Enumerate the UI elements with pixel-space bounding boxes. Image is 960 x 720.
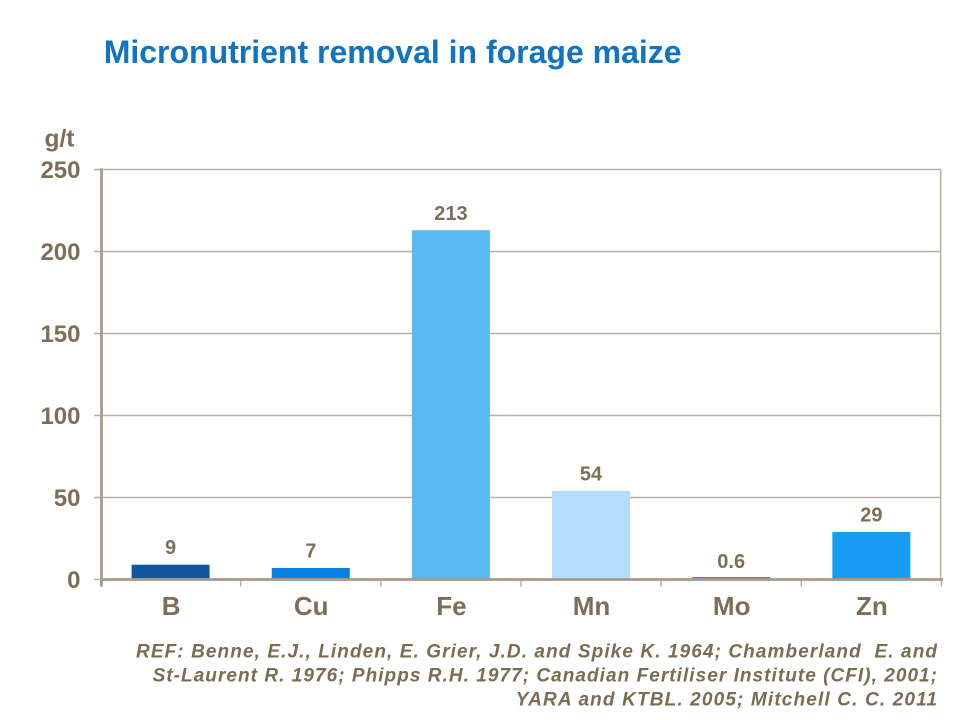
svg-text:Fe: Fe xyxy=(436,591,466,621)
svg-text:g/t: g/t xyxy=(45,125,75,152)
svg-text:Zn: Zn xyxy=(856,591,888,621)
svg-text:250: 250 xyxy=(40,157,80,184)
svg-text:0.6: 0.6 xyxy=(717,551,745,573)
svg-text:54: 54 xyxy=(580,464,603,486)
svg-text:150: 150 xyxy=(40,321,80,348)
svg-text:St-Laurent R. 1976; Phipps R.H: St-Laurent R. 1976; Phipps R.H. 1977; Ca… xyxy=(153,665,937,686)
svg-text:0: 0 xyxy=(67,567,80,594)
svg-text:YARA and KTBL. 2005; Mitchell: YARA and KTBL. 2005; Mitchell C. C. 2011 xyxy=(516,690,937,711)
svg-text:B: B xyxy=(162,591,181,621)
svg-text:50: 50 xyxy=(54,485,81,512)
svg-text:200: 200 xyxy=(40,239,80,266)
svg-text:213: 213 xyxy=(434,203,467,225)
svg-text:Cu: Cu xyxy=(294,591,329,621)
svg-text:Mo: Mo xyxy=(713,591,751,621)
svg-text:REF: Benne, E.J., Linden, E. G: REF: Benne, E.J., Linden, E. Grier, J.D.… xyxy=(136,641,937,662)
svg-text:29: 29 xyxy=(860,505,882,527)
svg-text:Micronutrient removal in forag: Micronutrient removal in forage maize xyxy=(104,34,682,70)
svg-text:7: 7 xyxy=(305,541,316,563)
svg-text:Mn: Mn xyxy=(573,591,611,621)
svg-text:9: 9 xyxy=(165,537,176,559)
svg-text:100: 100 xyxy=(40,403,80,430)
